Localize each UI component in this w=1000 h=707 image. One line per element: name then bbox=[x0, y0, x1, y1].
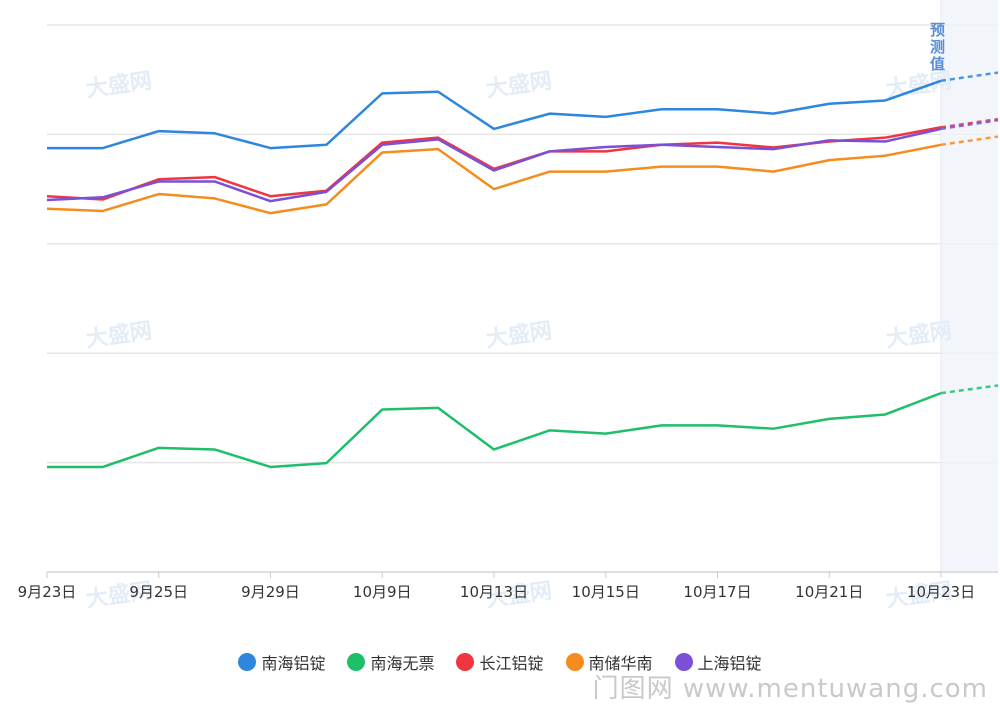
legend-dot-icon bbox=[238, 653, 257, 671]
legend-item-nanhai-noinvoice[interactable]: 南海无票 bbox=[347, 650, 434, 674]
forecast-line-0 bbox=[940, 71, 999, 83]
legend-dot-icon bbox=[347, 653, 366, 671]
brand-watermark: 大盛网 bbox=[485, 318, 554, 353]
x-tick-label: 9月23日 bbox=[18, 583, 77, 601]
series-line-1 bbox=[47, 391, 942, 469]
legend-dot-icon bbox=[456, 653, 475, 671]
x-tick-label: 10月15日 bbox=[572, 583, 640, 601]
legend-dot-icon bbox=[565, 653, 584, 671]
brand-watermark: 大盛网 bbox=[85, 318, 154, 353]
site-watermark: 门图网 www.mentuwang.com bbox=[592, 674, 988, 704]
x-tick-label: 9月29日 bbox=[241, 583, 300, 601]
forecast-label: 预测值 bbox=[930, 21, 946, 73]
x-tick-label: 10月17日 bbox=[683, 583, 751, 601]
legend-item-nanhai-ingot[interactable]: 南海铝锭 bbox=[238, 650, 325, 674]
legend: 南海铝锭 南海无票 长江铝锭 南储华南 上海铝锭 bbox=[0, 648, 1000, 676]
forecast-line-1 bbox=[940, 384, 999, 395]
legend-label: 南海铝锭 bbox=[261, 654, 326, 673]
forecast-line-4 bbox=[940, 118, 999, 131]
series-line-0 bbox=[47, 79, 942, 150]
legend-item-changjiang-ingot[interactable]: 长江铝锭 bbox=[456, 650, 544, 674]
x-axis: 9月23日 9月25日 9月29日 10月9日 10月13日 10月15日 10月17日 10… bbox=[18, 571, 998, 601]
x-tick-label: 10月13日 bbox=[460, 583, 528, 601]
legend-label: 上海铝锭 bbox=[697, 654, 762, 673]
brand-watermark: 大盛网 bbox=[85, 68, 154, 103]
brand-watermark: 大盛网 bbox=[485, 68, 554, 103]
x-tick-label: 10月21日 bbox=[795, 583, 863, 601]
series-line-4 bbox=[46, 127, 942, 203]
forecast-line-3 bbox=[940, 135, 999, 147]
legend-label: 长江铝锭 bbox=[479, 654, 544, 673]
legend-label: 南储华南 bbox=[588, 654, 653, 673]
series-group bbox=[46, 71, 999, 469]
x-tick-label: 9月25日 bbox=[129, 583, 188, 601]
forecast-region bbox=[941, 0, 998, 572]
x-tick-label: 10月9日 bbox=[353, 583, 412, 601]
legend-label: 南海无票 bbox=[370, 654, 435, 673]
legend-item-shanghai-ingot[interactable]: 上海铝锭 bbox=[674, 650, 762, 674]
x-tick-label: 10月23日 bbox=[907, 583, 975, 601]
series-line-3 bbox=[46, 143, 942, 215]
legend-item-nanchu-huanan[interactable]: 南储华南 bbox=[565, 650, 653, 674]
legend-dot-icon bbox=[674, 653, 693, 671]
